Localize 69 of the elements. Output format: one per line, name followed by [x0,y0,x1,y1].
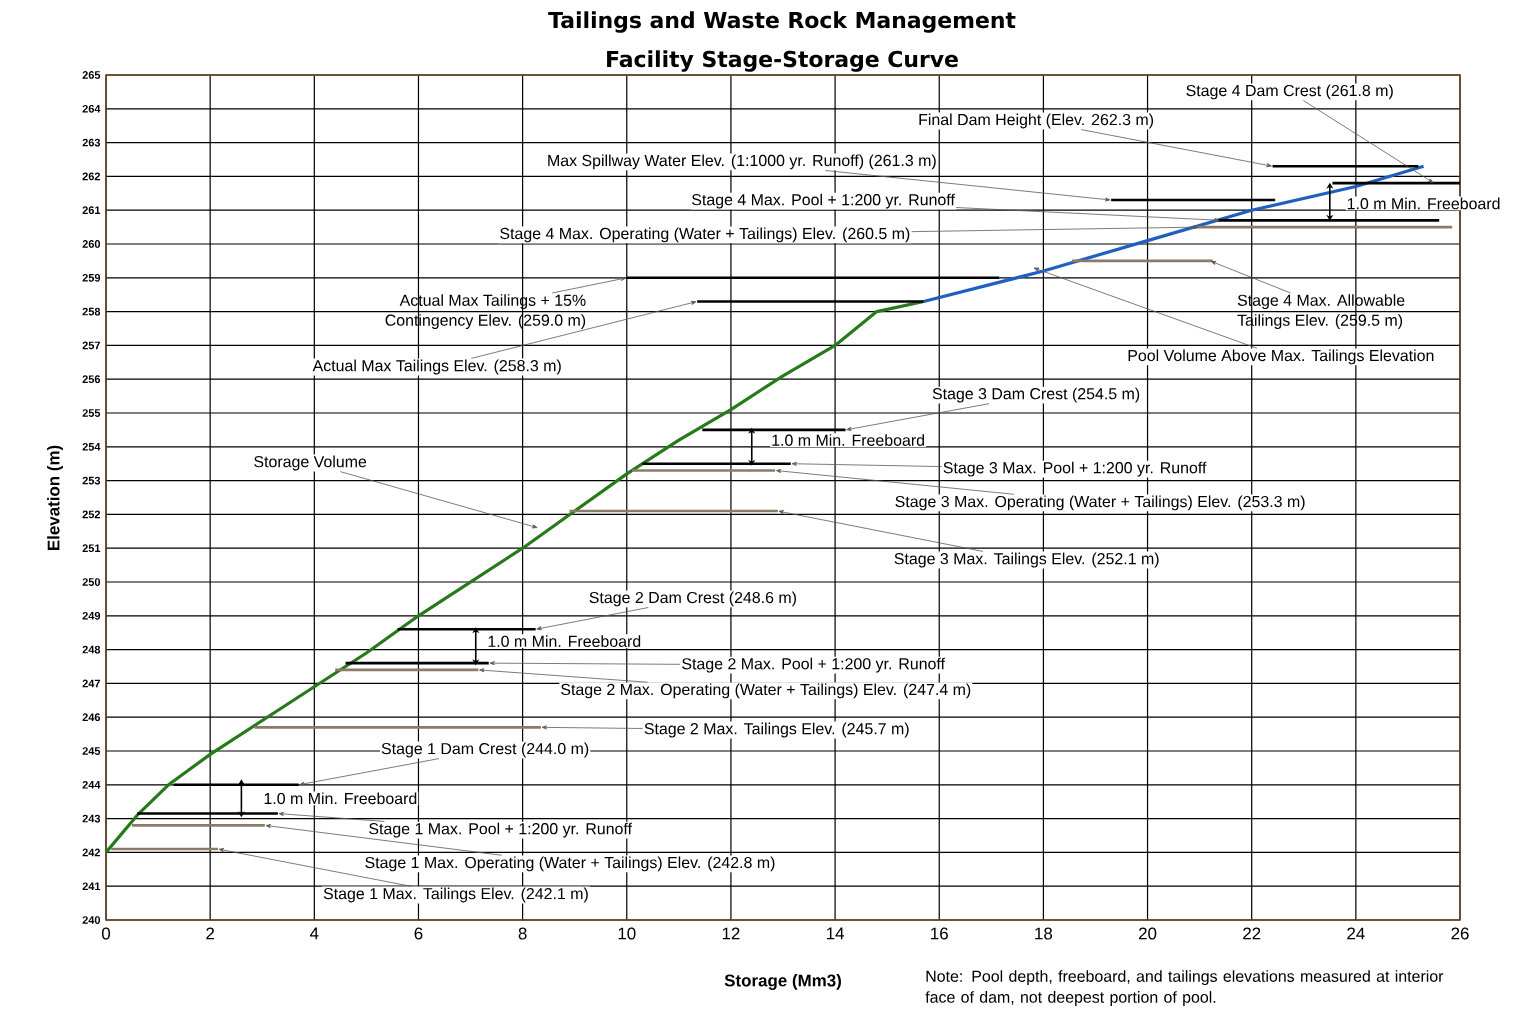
annotation: Stage 1 Max. Operating (Water + Tailings) Elev. (242.8 m) [365,856,775,872]
y-tick-label: 255 [82,409,101,417]
y-tick-label: 251 [82,544,101,553]
annotation: Storage Volume [254,455,367,471]
y-tick-label: 265 [82,71,101,79]
y-tick-label: 250 [82,578,101,586]
y-tick-label: 256 [82,375,101,384]
y-tick-label: 241 [82,882,101,891]
chart-title: Tailings and Waste Rock Management [548,11,1016,33]
x-tick-label: 26 [1451,927,1469,940]
annotation: Stage 2 Max. Operating (Water + Tailings) Elev. (247.4 m) [561,683,971,699]
annotation: Stage 2 Max. Tailings Elev. (245.7 m) [644,722,909,738]
annotation: Stage 4 Dam Crest (261.8 m) [1186,84,1393,100]
y-tick-label: 258 [82,307,101,316]
y-tick-label: 247 [82,679,100,688]
annotation: 1.0 m Min. Freeboard [488,635,641,647]
x-tick-label: 4 [309,927,319,940]
y-tick-label: 240 [82,916,101,924]
y-tick-label: 262 [82,172,101,181]
y-tick-label: 242 [82,848,101,857]
x-tick-label: 24 [1347,927,1365,940]
annotation: Actual Max Tailings Elev. (258.3 m) [312,359,561,375]
annotation: Stage 1 Max. Pool + 1:200 yr. Runoff [369,822,633,838]
x-tick-label: 18 [1035,927,1053,940]
y-tick-label: 248 [82,645,101,654]
y-tick-label: 264 [82,104,101,113]
annotation: Pool Volume Above Max. Tailings Elevation [1128,349,1434,365]
y-tick-label: 259 [82,273,101,282]
y-tick-label: 244 [82,780,101,789]
y-tick-label: 246 [82,713,101,722]
y-tick-label: 249 [82,611,101,620]
x-tick-label: 0 [101,927,111,940]
x-tick-label: 20 [1138,927,1157,940]
annotation: Stage 3 Max. Pool + 1:200 yr. Runoff [943,461,1207,477]
annotation: Stage 3 Max. Tailings Elev. (252.1 m) [894,552,1159,568]
annotation: Stage 3 Max. Operating (Water + Tailings) Elev. (253.3 m) [895,495,1305,511]
chart-subtitle: Facility Stage-Storage Curve [607,50,958,72]
annotation: Stage 4 Max. Operating (Water + Tailings) Elev. (260.5 m) [500,227,910,243]
annotation: 1.0 m Min. Freeboard [264,792,417,805]
annotation: Stage 4 Max. Pool + 1:200 yr. Runoff [692,193,955,209]
y-tick-label: 254 [82,442,101,451]
x-tick-label: 12 [722,927,740,940]
annotation: 1.0 m Min. Freeboard [772,434,925,446]
annotation: Stage 3 Dam Crest (254.5 m) [932,387,1140,403]
y-tick-label: 245 [82,747,101,755]
x-tick-label: 6 [414,927,423,940]
x-tick-label: 8 [518,927,527,940]
annotation: Stage 2 Max. Pool + 1:200 yr. Runoff [682,657,946,673]
annotation: Final Dam Height (Elev. 262.3 m) [919,113,1154,129]
y-tick-label: 252 [82,510,101,519]
x-tick-label: 2 [206,927,215,940]
y-tick-label: 260 [82,240,101,248]
y-tick-label: 261 [82,206,101,215]
y-axis-title: Elevation (m) [47,445,63,551]
y-tick-label: 253 [82,476,101,485]
annotation: Stage 1 Dam Crest (244.0 m) [381,742,589,758]
annotation: Max Spillway Water Elev. (1:1000 yr. Runoff) (261.3 m) [548,154,936,170]
x-tick-label: 14 [826,927,844,940]
y-tick-label: 243 [82,814,101,823]
y-tick-label: 263 [82,138,101,147]
x-axis-title: Storage (Mm3) [724,974,841,990]
annotation: Stage 2 Dam Crest (248.6 m) [589,591,796,607]
y-tick-label: 257 [82,341,100,350]
x-tick-label: 10 [618,927,636,940]
text: Note: Pool depth, freeboard, and tailings elevations measured at interior face of dam, not deepest portion of pool. [925,970,1444,1006]
x-tick-label: 22 [1243,927,1261,940]
x-tick-label: 16 [931,927,948,940]
annotation: 1.0 m Min. Freeboard [1347,197,1500,210]
annotation: Stage 1 Max. Tailings Elev. (242.1 m) [323,887,588,903]
